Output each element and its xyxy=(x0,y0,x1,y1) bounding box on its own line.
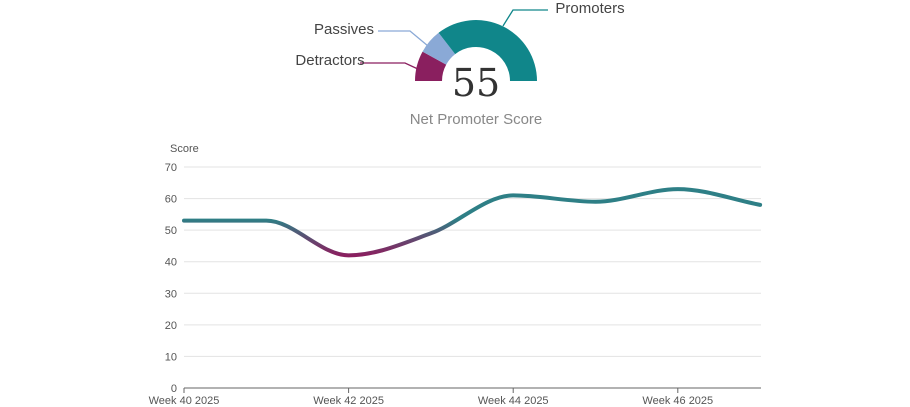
x-tick-label: Week 40 2025 xyxy=(149,395,220,407)
data-point-week-46-2025[interactable] xyxy=(672,183,684,195)
data-point-week-44-2025[interactable] xyxy=(507,189,519,201)
y-axis-label: Score xyxy=(170,143,199,155)
line-chart: 0 10 20 30 40 50 60 70 Week 40 2025 Week 42 2025 W… xyxy=(149,162,766,407)
score-line xyxy=(182,187,763,258)
gauge-title: Net Promoter Score xyxy=(410,111,543,128)
leader-line xyxy=(360,62,421,71)
gauge-label: Passives xyxy=(314,21,374,38)
gauge-segment-passives[interactable] xyxy=(422,32,456,65)
data-point-week-45-2025[interactable] xyxy=(590,196,602,208)
y-tick-label: 20 xyxy=(165,320,177,332)
y-tick-label: 0 xyxy=(171,383,177,395)
x-tick-label: Week 44 2025 xyxy=(478,395,549,407)
y-tick-label: 60 xyxy=(165,194,177,206)
data-point-week-42-2025[interactable] xyxy=(343,249,355,261)
data-point-week-43-2025[interactable] xyxy=(425,227,437,239)
x-tick-label: Week 42 2025 xyxy=(313,395,384,407)
data-point-week-47-2025[interactable] xyxy=(754,199,766,211)
y-tick-label: 50 xyxy=(165,225,177,237)
nps-gauge: Detractors Passives Promoters xyxy=(295,0,625,81)
gauge-segment-detractors[interactable] xyxy=(414,51,447,81)
gauge-label: Promoters xyxy=(555,0,624,17)
data-point-week-41-2025[interactable] xyxy=(260,215,272,227)
data-point-week-40-2025[interactable] xyxy=(178,215,190,227)
y-tick-label: 70 xyxy=(165,162,177,174)
nps-value: 55 xyxy=(452,61,500,105)
gauge-segment-promoters[interactable] xyxy=(438,20,537,81)
y-tick-label: 30 xyxy=(165,288,177,300)
gauge-label: Detractors xyxy=(295,52,364,69)
y-tick-label: 40 xyxy=(165,257,177,269)
leader-line xyxy=(502,9,548,27)
x-tick-label: Week 46 2025 xyxy=(642,395,713,407)
leader-line xyxy=(378,30,429,47)
y-tick-label: 10 xyxy=(165,351,177,363)
